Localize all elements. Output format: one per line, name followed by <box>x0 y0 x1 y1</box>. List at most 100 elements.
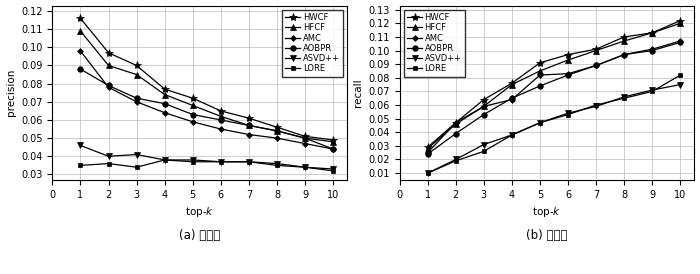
AMC <box>76 49 85 53</box>
Line: HWCF: HWCF <box>76 14 337 144</box>
AOBPR <box>245 124 253 127</box>
HFCF <box>188 104 197 107</box>
AMC <box>104 86 113 89</box>
HWCF <box>424 145 432 149</box>
ASVD++ <box>188 158 197 162</box>
AOBPR <box>508 96 516 100</box>
HFCF <box>76 29 85 33</box>
ASVD++ <box>592 105 601 108</box>
ASVD++ <box>160 158 169 162</box>
HFCF <box>564 58 573 62</box>
AOBPR <box>480 113 488 116</box>
LORE <box>592 103 601 107</box>
LORE <box>564 113 573 116</box>
AOBPR <box>592 64 601 67</box>
AOBPR <box>76 67 85 71</box>
HWCF <box>104 51 113 55</box>
Line: AOBPR: AOBPR <box>425 39 683 157</box>
HFCF <box>329 140 337 143</box>
Y-axis label: precision: precision <box>6 69 15 116</box>
Line: AOBPR: AOBPR <box>78 66 336 152</box>
X-axis label: top-$k$: top-$k$ <box>533 205 561 219</box>
AMC <box>132 100 141 104</box>
AMC <box>480 105 488 108</box>
Line: LORE: LORE <box>78 158 335 173</box>
LORE <box>329 169 337 173</box>
LORE <box>160 158 169 162</box>
HWCF <box>452 121 460 124</box>
AMC <box>160 111 169 114</box>
LORE <box>480 150 488 153</box>
HFCF <box>104 64 113 67</box>
ASVD++ <box>620 95 629 98</box>
AOBPR <box>424 152 432 156</box>
AMC <box>216 127 225 131</box>
HWCF <box>188 96 197 100</box>
Line: HWCF: HWCF <box>424 16 685 152</box>
AMC <box>508 98 516 101</box>
HFCF <box>592 49 601 52</box>
ASVD++ <box>329 167 337 171</box>
AMC <box>329 147 337 151</box>
ASVD++ <box>536 121 544 124</box>
HFCF <box>676 22 685 25</box>
AOBPR <box>273 129 281 133</box>
HFCF <box>160 93 169 96</box>
LORE <box>301 165 309 169</box>
Legend: HWCF, HFCF, AMC, AOBPR, ASVD++, LORE: HWCF, HFCF, AMC, AOBPR, ASVD++, LORE <box>404 10 465 77</box>
LORE <box>620 96 629 100</box>
AMC <box>648 47 657 51</box>
HFCF <box>132 73 141 76</box>
HWCF <box>76 17 85 20</box>
HFCF <box>480 105 488 108</box>
AOBPR <box>648 49 657 52</box>
ASVD++ <box>216 160 225 163</box>
ASVD++ <box>676 83 685 86</box>
LORE <box>216 160 225 163</box>
HWCF <box>245 116 253 120</box>
HFCF <box>536 69 544 73</box>
AMC <box>676 39 685 43</box>
AOBPR <box>132 96 141 100</box>
AMC <box>301 142 309 145</box>
ASVD++ <box>273 162 281 165</box>
AOBPR <box>160 102 169 105</box>
Y-axis label: recall: recall <box>353 78 363 107</box>
AOBPR <box>301 136 309 140</box>
HFCF <box>648 31 657 35</box>
Line: AMC: AMC <box>426 39 682 155</box>
LORE <box>424 172 432 175</box>
AOBPR <box>676 41 685 44</box>
HWCF <box>273 125 281 129</box>
AMC <box>273 136 281 140</box>
Legend: HWCF, HFCF, AMC, AOBPR, ASVD++, LORE: HWCF, HFCF, AMC, AOBPR, ASVD++, LORE <box>282 10 343 77</box>
AMC <box>188 120 197 124</box>
AOBPR <box>188 113 197 116</box>
HWCF <box>648 31 657 35</box>
LORE <box>676 73 685 77</box>
LORE <box>508 133 516 137</box>
ASVD++ <box>564 112 573 115</box>
Line: AMC: AMC <box>78 49 335 151</box>
AOBPR <box>329 147 337 151</box>
ASVD++ <box>76 144 85 147</box>
LORE <box>273 164 281 167</box>
HWCF <box>536 61 544 64</box>
HFCF <box>216 115 225 118</box>
LORE <box>104 162 113 165</box>
LORE <box>536 121 544 124</box>
ASVD++ <box>480 143 488 146</box>
ASVD++ <box>104 155 113 158</box>
Line: HFCF: HFCF <box>78 28 336 145</box>
AOBPR <box>216 118 225 122</box>
ASVD++ <box>452 158 460 161</box>
LORE <box>245 160 253 163</box>
Line: LORE: LORE <box>426 73 682 175</box>
ASVD++ <box>132 153 141 156</box>
ASVD++ <box>648 89 657 92</box>
HFCF <box>245 124 253 127</box>
AMC <box>452 121 460 124</box>
LORE <box>132 165 141 169</box>
Line: HFCF: HFCF <box>425 21 683 151</box>
Text: (b) 召回率: (b) 召回率 <box>526 229 568 242</box>
